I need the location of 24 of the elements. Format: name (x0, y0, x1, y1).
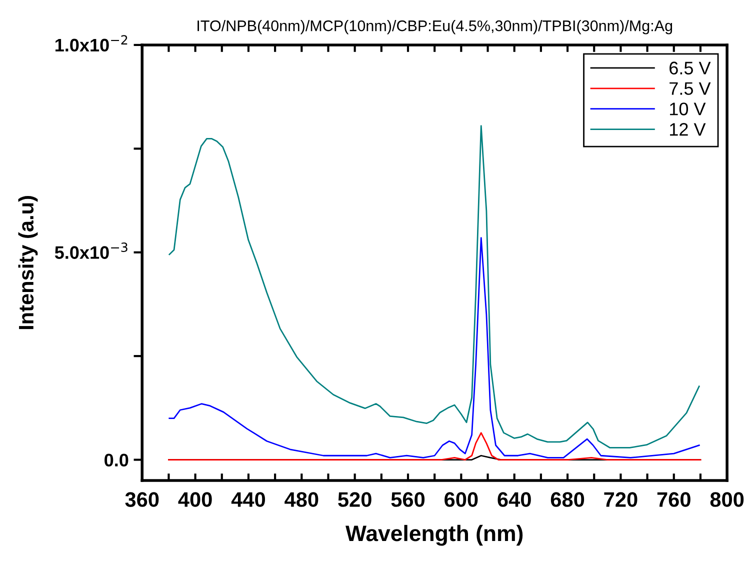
x-tick-label: 720 (604, 492, 638, 507)
x-axis-title: Wavelength (nm) (346, 524, 523, 546)
x-tick-label: 400 (178, 492, 212, 507)
x-tick-label: 560 (391, 492, 425, 507)
x-tick-label: 600 (444, 492, 478, 507)
legend-label: 12 V (670, 123, 706, 136)
line-series (168, 237, 700, 458)
x-tick-label: 680 (550, 492, 584, 507)
line-series (168, 432, 702, 460)
y-tick-label: 5.0x10$^{−3}$ (54, 242, 128, 259)
legend-label: 6.5 V (670, 62, 711, 74)
x-tick-label: 440 (231, 492, 265, 507)
x-tick-label: 640 (498, 492, 531, 507)
x-tick-label: 360 (125, 492, 159, 507)
legend-label: 7.5 V (670, 82, 711, 95)
legend-label: 10 V (670, 102, 706, 116)
x-tick-label: 800 (710, 492, 744, 507)
chart-title: ITO/NPB(40nm)/MCP(10nm)/CBP:Eu(4.5%,30nm)/TPBI(30nm)/Mg:Ag (198, 20, 672, 34)
x-tick-label: 760 (657, 492, 690, 507)
y-tick-label: 0.0 (104, 454, 128, 466)
x-tick-label: 520 (338, 492, 372, 507)
y-tick-label: 1.0x10$^{−2}$ (55, 35, 128, 52)
y-axis-title: Intensity (a.u) (18, 196, 38, 330)
x-tick-label: 480 (284, 492, 318, 507)
